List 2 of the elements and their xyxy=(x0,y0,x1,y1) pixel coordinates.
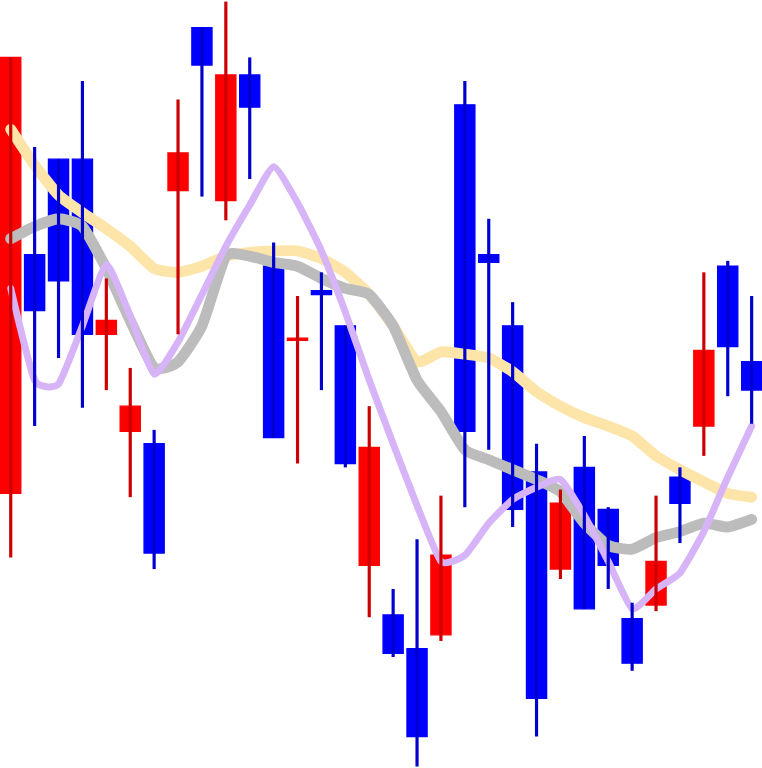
candlestick xyxy=(286,294,309,466)
candlestick xyxy=(119,366,141,499)
